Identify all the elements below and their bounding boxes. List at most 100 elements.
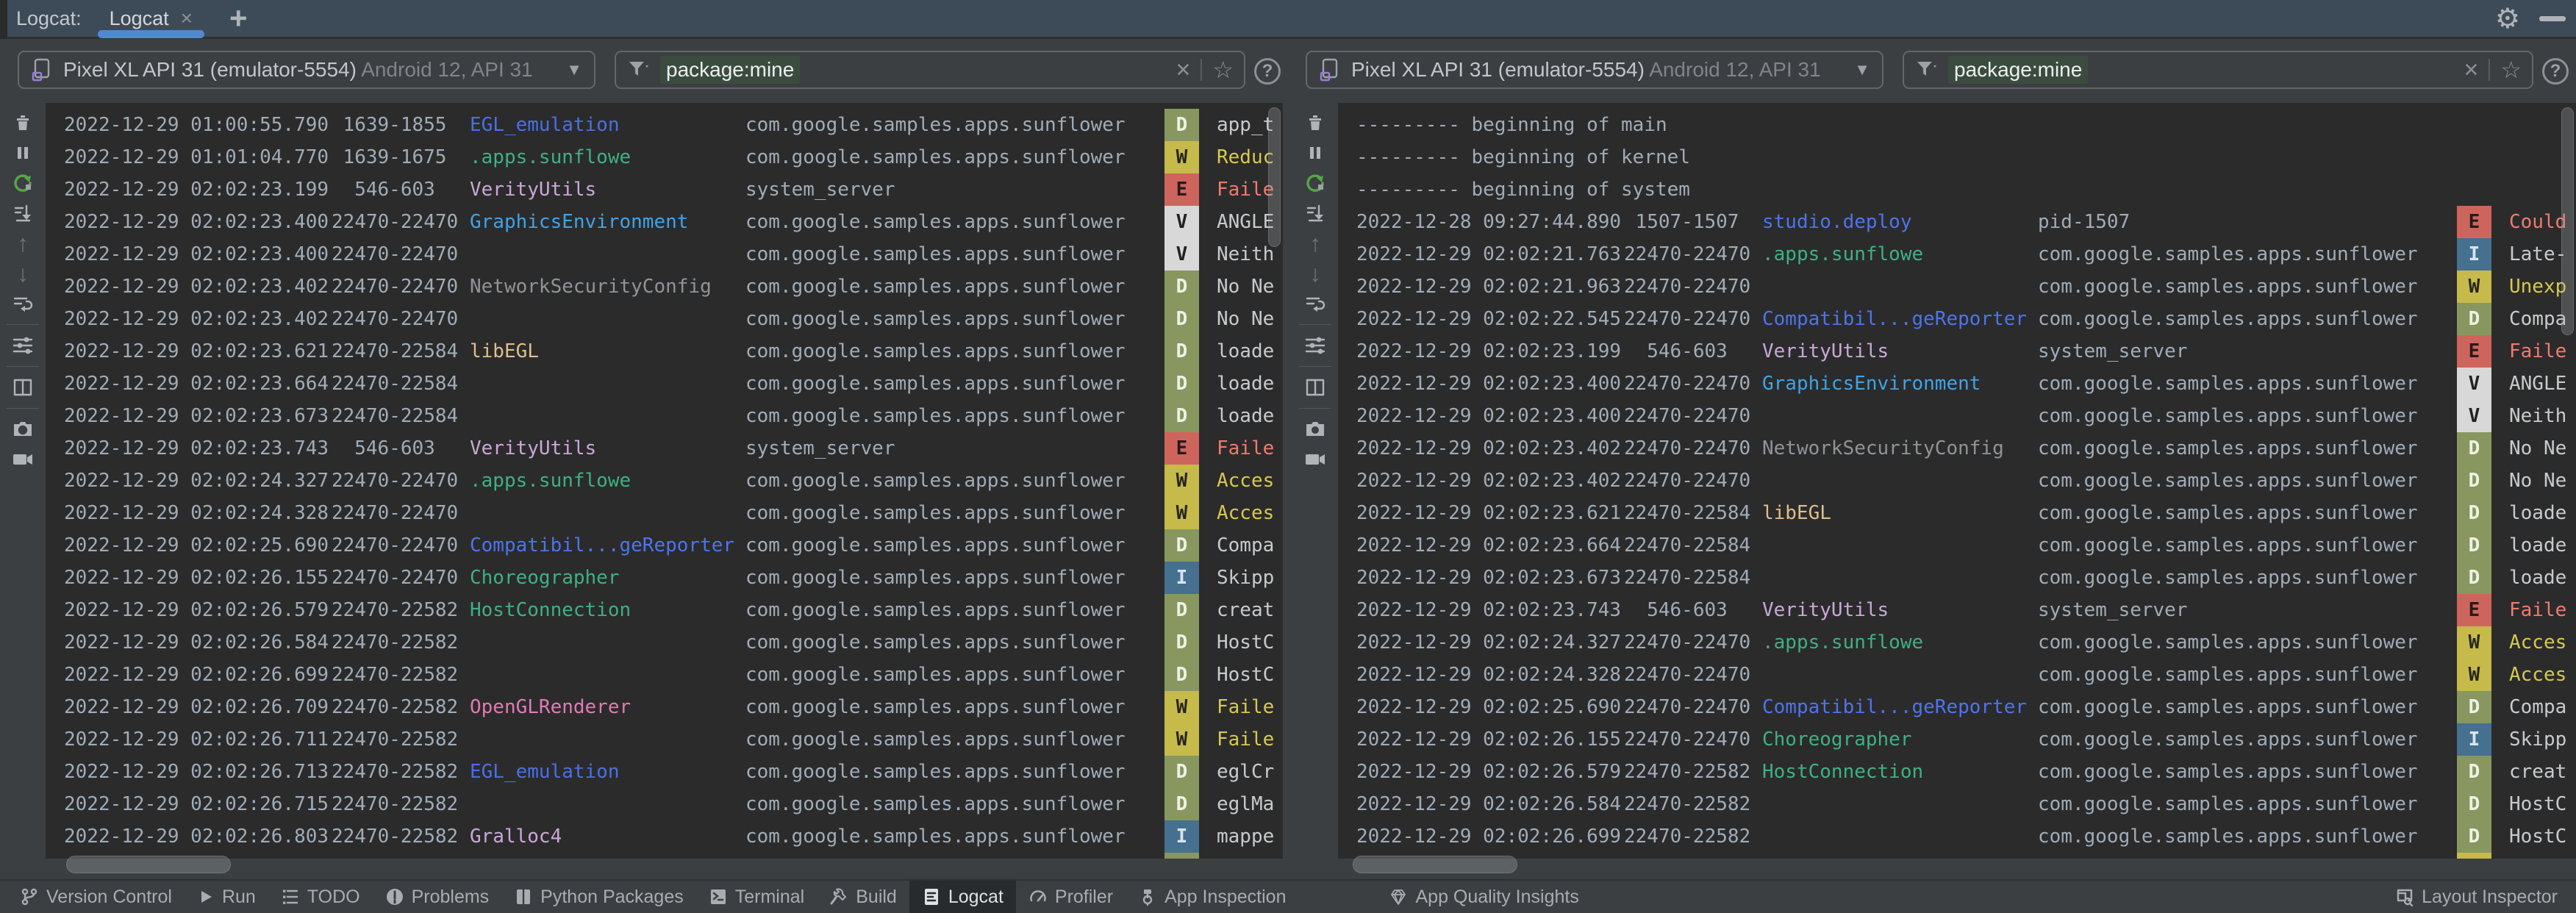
pause-logcat-icon[interactable] [5,139,40,167]
log-row[interactable]: 2022-12-28 09:27:44.890 1507-1507 studio.d… [1338,206,2576,238]
log-row[interactable]: 2022-12-29 02:02:26.699 22470-22582 com.go… [46,659,1283,691]
log-row[interactable]: 2022-12-29 02:02:23.402 22470-22470 Networ… [1338,432,2576,465]
log-row[interactable]: 2022-12-29 02:02:26.713 22470-22582 EGL_em… [46,756,1283,788]
favorite-filter-star-icon[interactable]: ☆ [1212,57,1234,83]
filter-query[interactable]: package:mine [1948,56,2089,84]
clear-logcat-icon[interactable] [5,109,40,137]
log-row[interactable]: 2022-12-29 02:02:23.402 22470-22470 com.go… [46,303,1283,335]
statusbar-item-python-packages[interactable]: Python Packages [501,881,696,913]
statusbar-item-terminal[interactable]: Terminal [696,881,817,913]
tab-logcat[interactable]: Logcat × [97,0,205,38]
clear-filter-icon[interactable]: × [2464,56,2479,84]
statusbar-item-todo[interactable]: TODO [268,881,373,913]
logcat-settings-icon[interactable] [5,332,40,359]
statusbar-item-build[interactable]: Build [817,881,909,913]
previous-occurrence-icon[interactable]: ↑ [17,230,29,257]
log-row[interactable]: 2022-12-29 02:02:25.690 22470-22470 Compat… [1338,691,2576,723]
pause-logcat-icon[interactable] [1298,139,1333,167]
log-row[interactable]: 2022-12-29 02:02:26.584 22470-22582 com.go… [46,626,1283,659]
restart-logcat-icon[interactable] [1298,169,1333,197]
log-row[interactable]: 2022-12-29 02:02:23.400 22470-22470 Graphi… [1338,368,2576,400]
statusbar-item-problems[interactable]: Problems [373,881,502,913]
soft-wrap-icon[interactable] [5,290,40,318]
log-row[interactable]: 2022-12-29 02:02:23.673 22470-22584 com.go… [46,400,1283,432]
scroll-to-end-icon[interactable] [5,199,40,227]
clear-logcat-icon[interactable] [1298,109,1333,137]
log-row[interactable]: 2022-12-29 02:02:26.584 22470-22582 com.go… [1338,788,2576,820]
log-row[interactable]: 2022-12-29 02:02:23.621 22470-22584 libEGL… [46,335,1283,368]
log-row[interactable]: --------- beginning of main [1338,109,2576,141]
help-icon[interactable]: ? [2542,58,2569,85]
log-row[interactable]: 2022-12-29 02:02:21.763 22470-22470 .apps.… [1338,238,2576,271]
log-row[interactable]: 2022-12-29 02:02:23.673 22470-22584 com.go… [1338,562,2576,594]
statusbar-item-version-control[interactable]: Version Control [7,881,185,913]
filter-field[interactable]: package:mine × ☆ [1903,51,2533,89]
log-row[interactable]: 2022-12-29 02:02:25.690 22470-22470 Compat… [46,529,1283,562]
clear-filter-icon[interactable]: × [1176,56,1191,84]
statusbar-item-app-inspection[interactable]: App Inspection [1126,881,1298,913]
statusbar-item-profiler[interactable]: Profiler [1016,881,1126,913]
scroll-to-end-icon[interactable] [1298,199,1333,227]
log-row[interactable]: 2022-12-29 02:02:26.715 22470-22582 com.go… [46,788,1283,820]
log-row[interactable]: 2022-12-29 02:02:23.621 22470-22584 libEGL… [1338,497,2576,529]
log-view[interactable]: --------- beginning of main --------- beg… [1338,103,2576,879]
log-row[interactable]: 2022-12-29 02:02:23.400 22470-22470 Graphi… [46,206,1283,238]
log-row[interactable]: 2022-12-29 02:02:23.400 22470-22470 com.go… [1338,400,2576,432]
log-row[interactable]: 2022-12-29 02:02:23.199 546-603 VerityUtil… [46,173,1283,206]
next-occurrence-icon[interactable]: ↓ [17,260,29,287]
screenshot-icon[interactable] [1298,415,1333,443]
horizontal-scrollbar[interactable] [66,856,231,873]
statusbar-item-logcat[interactable]: Logcat [909,881,1016,913]
help-icon[interactable]: ? [1254,58,1281,85]
log-row[interactable]: 2022-12-29 02:02:22.545 22470-22470 Compat… [1338,303,2576,335]
filter-field[interactable]: package:mine × ☆ [615,51,1245,89]
previous-occurrence-icon[interactable]: ↑ [1309,230,1321,257]
soft-wrap-icon[interactable] [1298,290,1333,318]
log-row[interactable]: 2022-12-29 02:02:23.402 22470-22470 com.go… [1338,465,2576,497]
log-row[interactable]: W [1338,853,2576,859]
log-row[interactable]: 2022-12-29 02:02:26.579 22470-22582 HostCo… [1338,756,2576,788]
log-row[interactable]: 2022-12-29 01:01:04.770 1639-1675 .apps.su… [46,141,1283,173]
log-row[interactable]: 2022-12-29 02:02:26.155 22470-22470 Choreo… [46,562,1283,594]
log-row[interactable]: 2022-12-29 02:02:26.155 22470-22470 Choreo… [1338,723,2576,756]
tab-close-icon[interactable]: × [180,7,193,29]
log-row[interactable]: 2022-12-29 02:02:23.664 22470-22584 com.go… [46,368,1283,400]
log-row[interactable]: --------- beginning of kernel [1338,141,2576,173]
device-selector[interactable]: Pixel XL API 31 (emulator-5554) Android … [1306,51,1883,89]
filter-query[interactable]: package:mine [660,56,801,84]
log-row[interactable]: D [46,853,1283,859]
split-panels-icon[interactable] [1298,373,1333,401]
log-row[interactable]: 2022-12-29 02:02:26.699 22470-22582 com.go… [1338,820,2576,853]
device-selector[interactable]: Pixel XL API 31 (emulator-5554) Android … [18,51,595,89]
log-row[interactable]: 2022-12-29 01:00:55.790 1639-1855 EGL_emul… [46,109,1283,141]
log-row[interactable]: 2022-12-29 02:02:23.402 22470-22470 Networ… [46,271,1283,303]
new-tab-button[interactable]: + [229,1,248,35]
screen-record-icon[interactable] [5,445,40,473]
next-occurrence-icon[interactable]: ↓ [1309,260,1321,287]
log-row[interactable]: 2022-12-29 02:02:26.709 22470-22582 OpenGL… [46,691,1283,723]
log-row[interactable]: 2022-12-29 02:02:23.400 22470-22470 com.go… [46,238,1283,271]
horizontal-scrollbar[interactable] [1353,856,1517,873]
log-row[interactable]: 2022-12-29 02:02:24.327 22470-22470 .apps.… [1338,626,2576,659]
log-row[interactable]: 2022-12-29 02:02:26.803 22470-22582 Grallo… [46,820,1283,853]
log-row[interactable]: 2022-12-29 02:02:26.579 22470-22582 HostCo… [46,594,1283,626]
statusbar-item-run[interactable]: Run [185,881,268,913]
split-panels-icon[interactable] [5,373,40,401]
log-row[interactable]: 2022-12-29 02:02:23.743 546-603 VerityUtil… [1338,594,2576,626]
log-row[interactable]: 2022-12-29 02:02:24.328 22470-22470 com.go… [1338,659,2576,691]
log-row[interactable]: 2022-12-29 02:02:23.199 546-603 VerityUtil… [1338,335,2576,368]
screenshot-icon[interactable] [5,415,40,443]
log-row[interactable]: 2022-12-29 02:02:24.327 22470-22470 .apps.… [46,465,1283,497]
log-row[interactable]: 2022-12-29 02:02:26.711 22470-22582 com.go… [46,723,1283,756]
logcat-settings-icon[interactable] [1298,332,1333,359]
log-row[interactable]: --------- beginning of system [1338,173,2576,206]
gear-icon[interactable]: ⚙ [2494,3,2520,35]
statusbar-item-app-quality-insights[interactable]: App Quality Insights [1376,881,1591,913]
statusbar-item-layout-inspector[interactable]: Layout Inspector [2383,881,2570,913]
log-row[interactable]: 2022-12-29 02:02:24.328 22470-22470 com.go… [46,497,1283,529]
log-row[interactable]: 2022-12-29 02:02:23.664 22470-22584 com.go… [1338,529,2576,562]
screen-record-icon[interactable] [1298,445,1333,473]
log-row[interactable]: 2022-12-29 02:02:23.743 546-603 VerityUtil… [46,432,1283,465]
vertical-scrollbar[interactable] [1268,107,1281,247]
log-row[interactable]: 2022-12-29 02:02:21.963 22470-22470 com.go… [1338,271,2576,303]
